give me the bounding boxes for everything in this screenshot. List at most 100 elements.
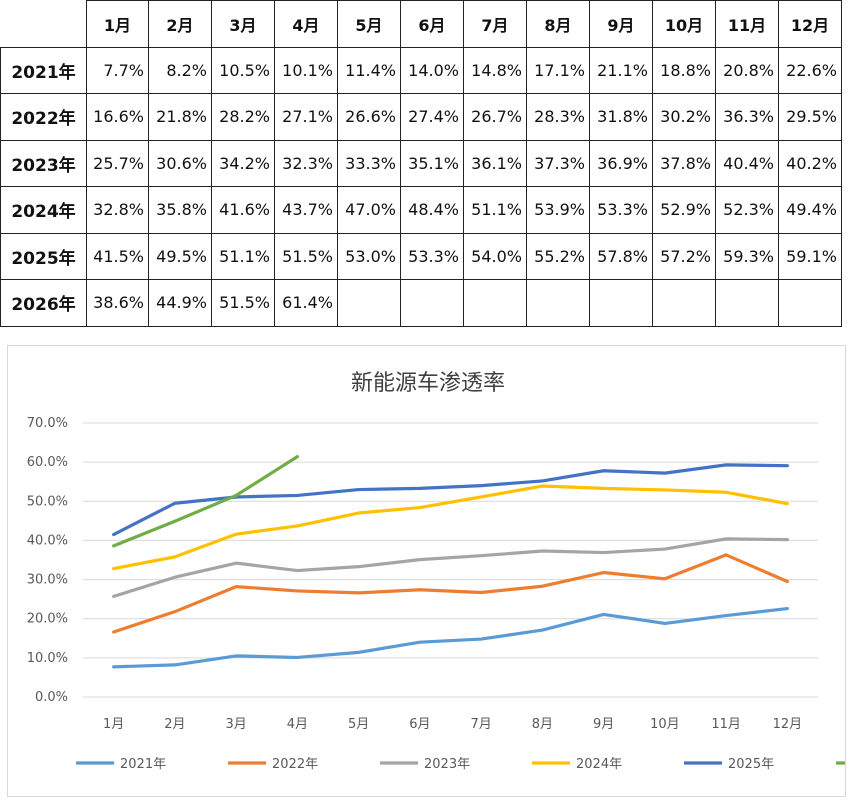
- table-cell: 57.2%: [652, 232, 716, 280]
- series-line: [112, 606, 789, 669]
- table-cell: 17.1%: [526, 46, 590, 94]
- table-cell: 53.3%: [589, 186, 653, 234]
- series-line: [112, 484, 789, 571]
- table-cell: 38.6%: [86, 279, 149, 327]
- table-cell: 51.1%: [463, 186, 527, 234]
- table-cell: 27.1%: [274, 93, 338, 141]
- table-cell: 11.4%: [337, 46, 401, 94]
- data-point: [296, 656, 299, 659]
- x-tick-label: 2月: [164, 717, 185, 732]
- table-cell: 28.2%: [211, 93, 275, 141]
- x-tick-label: 1月: [103, 717, 124, 732]
- table-cell: [526, 279, 590, 327]
- x-tick-label: 7月: [470, 717, 491, 732]
- x-tick-label: 9月: [593, 717, 614, 732]
- y-tick-label: 70.0%: [27, 416, 68, 431]
- data-point: [418, 558, 422, 561]
- data-point: [173, 663, 177, 667]
- table-cell: [652, 279, 716, 327]
- data-point: [602, 551, 605, 554]
- x-tick-label: 5月: [348, 717, 369, 732]
- table-cell: [400, 279, 464, 327]
- table-cell: 53.3%: [400, 232, 464, 280]
- table-cell: 21.1%: [589, 46, 653, 94]
- data-point: [296, 524, 299, 528]
- table-cell: 53.9%: [526, 186, 590, 234]
- data-point: [357, 591, 360, 595]
- data-point: [786, 538, 789, 541]
- x-tick-label: 4月: [287, 717, 308, 732]
- table-cell: 27.4%: [400, 93, 464, 141]
- table-cell: 36.3%: [715, 93, 779, 141]
- legend-label: 2025年: [728, 757, 774, 772]
- month-header: 9月: [589, 0, 653, 48]
- data-point: [786, 607, 789, 610]
- data-point: [602, 487, 605, 490]
- table-cell: [589, 279, 653, 327]
- table-cell: 32.8%: [86, 186, 149, 234]
- data-point: [234, 532, 238, 536]
- data-point: [724, 553, 728, 557]
- table-cell: 54.0%: [463, 232, 527, 280]
- table-cell: 32.3%: [274, 139, 338, 187]
- data-point: [173, 610, 177, 613]
- data-point: [541, 484, 544, 488]
- table-cell: 36.1%: [463, 139, 527, 187]
- data-point: [602, 469, 605, 472]
- data-point: [724, 614, 728, 617]
- data-point: [663, 471, 667, 475]
- month-header: 6月: [400, 0, 464, 48]
- table-cell: 40.2%: [778, 139, 842, 187]
- table-cell: 52.3%: [715, 186, 779, 234]
- penetration-table: 1月 2月 3月 4月 5月 6月 7月 8月 9月 10月 11月 12月 2021年 7.7% 8.2%…: [0, 0, 842, 327]
- month-header: 2月: [148, 0, 212, 48]
- table-cell: 10.5%: [211, 46, 275, 94]
- x-tick-label: 6月: [409, 717, 430, 732]
- y-axis-ticks: 0.0% 10.0% 20.0% 30.0% 40.0% 50.0% 60.0% 70.0%: [27, 416, 68, 705]
- table-cell: 18.8%: [652, 46, 716, 94]
- data-point: [724, 491, 728, 494]
- x-tick-label: 11月: [711, 717, 741, 732]
- data-point: [602, 571, 605, 574]
- line-chart: 新能源车渗透率 0.0% 10.0% 20.0% 30.0% 40.0% 50.0% 60.…: [27, 371, 845, 772]
- table-cell: 51.5%: [211, 279, 275, 327]
- month-header: 11月: [715, 0, 779, 48]
- table-cell: 47.0%: [337, 186, 401, 234]
- month-header: 1月: [86, 0, 149, 48]
- table-cell: 44.9%: [148, 279, 212, 327]
- data-point: [479, 495, 483, 499]
- legend: 2021年2022年2023年2024年2025年2026年: [76, 757, 845, 772]
- series-line: [112, 455, 299, 548]
- chart-container: 新能源车渗透率 0.0% 10.0% 20.0% 30.0% 40.0% 50.0% 60.…: [7, 345, 846, 797]
- month-header: 12月: [778, 0, 842, 48]
- data-point: [663, 622, 667, 625]
- table-cell: 40.4%: [715, 139, 779, 187]
- table-cell: [337, 279, 401, 327]
- year-header: 2021年: [0, 46, 87, 94]
- y-tick-label: 30.0%: [27, 573, 68, 588]
- table-cell: 35.8%: [148, 186, 212, 234]
- data-point: [173, 576, 177, 579]
- table-cell: 61.4%: [274, 279, 338, 327]
- table-cell: 28.3%: [526, 93, 590, 141]
- data-point: [112, 630, 115, 634]
- legend-label: 2021年: [120, 757, 166, 772]
- data-point: [541, 479, 544, 483]
- data-point: [418, 506, 422, 509]
- data-point: [112, 665, 115, 669]
- data-point: [173, 520, 177, 523]
- data-point: [173, 555, 177, 559]
- data-point: [234, 585, 238, 588]
- data-point: [724, 463, 728, 467]
- data-point: [602, 613, 605, 616]
- table-row: 2021年 7.7% 8.2% 10.5% 10.1% 11.4% 14.0% 14.8% 17…: [0, 46, 842, 94]
- data-point: [479, 637, 483, 641]
- table-cell: 14.0%: [400, 46, 464, 94]
- series-line: [112, 553, 789, 634]
- data-point: [479, 591, 483, 594]
- table-cell: 14.8%: [463, 46, 527, 94]
- data-point: [173, 502, 177, 505]
- data-point: [418, 487, 422, 490]
- table-cell: 49.4%: [778, 186, 842, 234]
- table-cell: 30.6%: [148, 139, 212, 187]
